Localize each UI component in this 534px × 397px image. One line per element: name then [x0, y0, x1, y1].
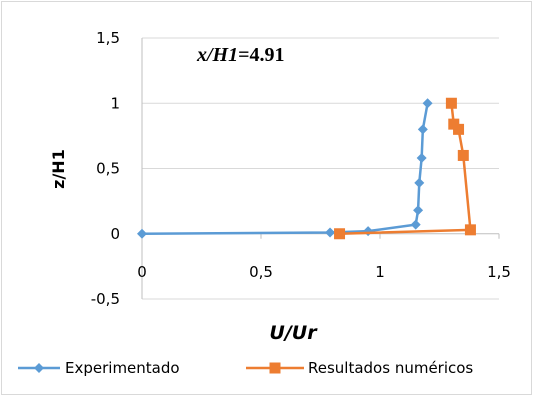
- y-axis-title: z/H1: [49, 149, 68, 189]
- y-tick-label: 0,5: [96, 160, 120, 178]
- legend-label: Resultados numéricos: [308, 359, 473, 377]
- data-point: [334, 228, 346, 240]
- annotation-variable: x/H1: [196, 44, 238, 66]
- gridlines: [142, 37, 499, 300]
- legend-marker: [34, 363, 44, 373]
- data-point: [448, 118, 460, 130]
- data-point: [325, 227, 336, 238]
- y-tick-label: 0: [110, 225, 120, 243]
- x-axis-title: U/Ur: [269, 322, 318, 344]
- x-tick-label: 1,5: [487, 263, 511, 281]
- x-tick-label: 0: [137, 263, 147, 281]
- chart-annotation: x/H1=4.91: [196, 44, 285, 66]
- series-resultados-numericos: [334, 97, 476, 240]
- data-point: [445, 97, 457, 109]
- annotation-value: =4.91: [238, 44, 284, 66]
- data-point: [363, 226, 374, 237]
- x-tick-label: 0,5: [249, 263, 273, 281]
- data-point: [457, 149, 469, 161]
- data-point: [417, 124, 428, 135]
- series-layer: [137, 97, 476, 240]
- x-tick-label: 1: [375, 263, 385, 281]
- y-tick-label: 1,5: [96, 29, 120, 47]
- data-point: [416, 153, 427, 164]
- data-point: [464, 224, 476, 236]
- y-tick-label: -0,5: [91, 290, 120, 308]
- data-point: [414, 177, 425, 188]
- legend-item: Experimentado: [18, 359, 180, 377]
- tick-labels: -0,5 0 0,5 1 1,5 0 0,5 1 1,5: [91, 29, 511, 308]
- legend: Experimentado Resultados numéricos: [18, 359, 473, 377]
- data-point: [413, 205, 424, 216]
- legend-marker: [269, 362, 281, 374]
- legend-item: Resultados numéricos: [246, 359, 473, 377]
- data-point: [410, 219, 421, 230]
- legend-label: Experimentado: [65, 359, 180, 377]
- y-tick-label: 1: [110, 94, 120, 112]
- data-point: [137, 228, 147, 239]
- data-point: [422, 98, 433, 109]
